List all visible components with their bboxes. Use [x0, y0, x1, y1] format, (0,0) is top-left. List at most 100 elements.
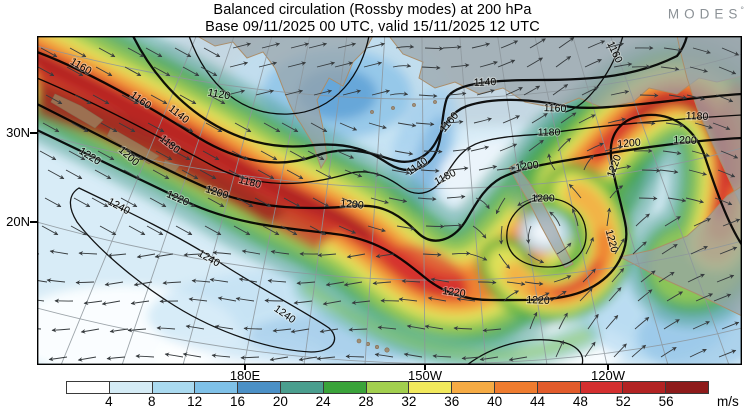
wind-arrow — [660, 66, 680, 72]
wind-arrow — [449, 166, 469, 171]
wind-arrow — [506, 281, 526, 287]
wind-arrow — [689, 348, 707, 358]
wind-arrow — [582, 268, 596, 283]
wind-arrow — [430, 277, 450, 283]
wind-arrow — [368, 122, 387, 130]
wind-arrow — [313, 89, 333, 96]
wind-arrow — [101, 300, 121, 306]
colorbar — [66, 381, 709, 394]
aleutian-islands — [391, 106, 395, 110]
wind-arrow — [127, 47, 145, 58]
wind-arrow — [152, 169, 170, 180]
wind-arrow — [231, 150, 249, 161]
colorbar-segment — [580, 382, 624, 393]
wind-arrow — [418, 93, 438, 99]
hawaii-islands — [374, 344, 379, 349]
contour-label: 1120 — [207, 87, 231, 103]
wind-arrow — [420, 168, 440, 174]
colorbar-tick-label: 52 — [615, 394, 631, 408]
wind-arrow — [495, 197, 506, 215]
wind-arrow — [37, 66, 55, 77]
wind-arrow — [396, 225, 416, 231]
colorbar-tick-label: 12 — [187, 394, 203, 408]
wind-arrow — [663, 319, 680, 330]
colorbar-segment — [452, 382, 495, 393]
wind-arrow — [585, 236, 595, 255]
colorbar-segment — [409, 382, 453, 393]
wind-arrow — [260, 150, 278, 161]
colorbar-tick-label: 44 — [530, 394, 546, 408]
wind-arrow — [281, 122, 299, 133]
wind-arrow — [452, 147, 472, 152]
chart-title: Balanced circulation (Rossby modes) at 2… — [213, 2, 532, 18]
height-contours — [37, 36, 742, 365]
wind-arrow — [37, 328, 42, 330]
wind-arrow — [203, 47, 221, 58]
wind-arrow — [155, 150, 173, 161]
wind-arrow — [154, 253, 174, 259]
colorbar-tick-label: 24 — [315, 394, 331, 408]
lon-tickmark — [607, 364, 609, 370]
hawaii-islands — [384, 347, 390, 353]
wind-arrow — [149, 197, 167, 208]
wind-arrow — [49, 249, 69, 255]
wind-arrow — [73, 197, 91, 208]
wind-arrow — [241, 249, 261, 255]
wind-arrow — [91, 197, 109, 208]
colorbar-tick-label: 36 — [444, 394, 460, 408]
wind-arrow — [714, 197, 733, 206]
wind-arrow — [718, 66, 737, 75]
wind-arrow — [372, 280, 392, 286]
wind-arrow — [453, 325, 473, 331]
wind-arrow — [479, 356, 499, 362]
wind-arrow — [528, 139, 544, 152]
wind-arrow — [71, 122, 89, 133]
wind-arrow — [146, 225, 164, 236]
wind-arrow — [287, 61, 307, 68]
wind-arrow — [687, 273, 705, 283]
wind-arrow — [469, 253, 488, 261]
wind-arrow — [498, 225, 504, 245]
wind-arrow — [611, 267, 625, 283]
wind-arrow — [584, 59, 602, 68]
graticule-meridian — [421, 36, 426, 365]
wind-arrow — [508, 356, 528, 362]
colorbar-segment — [666, 382, 708, 393]
wind-arrow — [526, 57, 543, 68]
wind-arrow — [497, 59, 516, 68]
wind-arrow — [345, 354, 365, 359]
wind-arrow — [689, 66, 708, 73]
wind-arrow — [394, 150, 414, 156]
wind-arrow — [605, 314, 619, 330]
hawaii-islands — [365, 341, 370, 346]
wind-arrow — [479, 60, 498, 68]
wind-arrow — [578, 114, 596, 124]
wind-arrow — [40, 47, 58, 58]
wind-arrow — [156, 325, 176, 331]
wind-arrow — [587, 40, 606, 49]
lon-tick-label: 120W — [591, 368, 625, 383]
wind-arrow — [136, 253, 156, 259]
wind-arrow — [692, 321, 710, 330]
wind-arrow — [233, 225, 251, 236]
wind-arrow — [290, 328, 310, 334]
contour-1200-closed — [506, 198, 587, 268]
wind-arrow — [546, 153, 556, 171]
contour-1160 — [37, 50, 742, 164]
wind-arrow — [83, 300, 103, 306]
wind-arrow — [668, 94, 688, 100]
wind-arrow — [147, 122, 165, 133]
wind-arrow — [640, 270, 656, 283]
wind-arrow — [478, 164, 498, 171]
land-masses — [195, 36, 742, 317]
wind-arrow — [612, 164, 632, 171]
wind-arrow — [336, 150, 355, 159]
land-baja-peninsula — [508, 163, 574, 269]
wind-arrow — [262, 225, 280, 236]
colorbar-tick-label: 32 — [401, 394, 417, 408]
wind-arrow — [579, 287, 593, 302]
colorbar-tick-labels: 4 8 12 16 20 24 28 32 36 40 44 48 52 56 — [66, 394, 746, 408]
contour-label: 1200 — [531, 193, 555, 205]
colorbar-tick-label: 20 — [272, 394, 288, 408]
wind-arrow — [614, 238, 625, 255]
